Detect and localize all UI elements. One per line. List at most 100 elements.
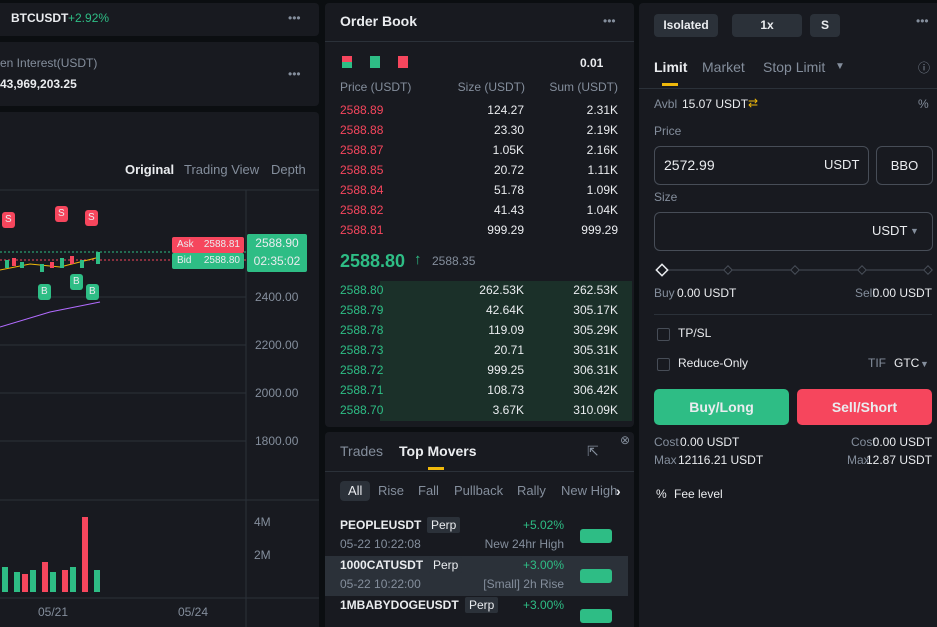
buy-marker: B [86, 284, 99, 300]
mover-badge[interactable] [580, 609, 612, 623]
book-price: 2588.78 [340, 323, 384, 337]
bbo[interactable]: BBO [876, 146, 933, 185]
countdown: 02:35:02 [253, 254, 301, 268]
more[interactable]: ••• [603, 14, 616, 28]
price-input[interactable] [654, 146, 869, 185]
tick-size[interactable]: 0.01 [580, 56, 604, 70]
sell-button[interactable]: Sell/Short [797, 389, 932, 425]
filter[interactable]: Rise [378, 483, 405, 498]
tif-label: TIF [868, 356, 886, 370]
more[interactable]: ••• [288, 11, 301, 25]
sell-marker: S [55, 206, 68, 222]
order-tab[interactable]: Limit [654, 59, 688, 75]
sell-marker: S [85, 210, 98, 226]
book-size: 1.05K [492, 143, 524, 157]
buy-cost: 0.00 USDT [680, 435, 740, 449]
up-arrow: ↑ [414, 251, 422, 268]
chart-panel [0, 112, 319, 627]
dropdown[interactable]: ▼ [910, 226, 919, 236]
book-sum: 2.16K [586, 143, 618, 157]
order-tab[interactable]: Market [702, 59, 745, 75]
view-tab[interactable]: Trading View [184, 162, 260, 177]
book-price: 2588.87 [340, 143, 384, 157]
book-size: 51.78 [493, 183, 524, 197]
symbol[interactable]: BTCUSDT [11, 11, 69, 25]
sell-max: 12.87 USDT [865, 453, 932, 467]
dropdown[interactable]: ▼ [920, 359, 929, 369]
book-sum: 262.53K [573, 283, 618, 297]
filter[interactable]: New High [561, 483, 618, 498]
buy-amount: 0.00 USDT [677, 286, 737, 300]
size-label: Size [654, 190, 678, 204]
order-book-title: Order Book [340, 13, 418, 29]
filter[interactable]: All [340, 481, 371, 501]
size-unit: USDT [872, 223, 908, 238]
book-size: 999.29 [487, 223, 524, 237]
checkbox[interactable] [657, 358, 670, 371]
avbl-label: Avbl [654, 97, 678, 111]
transfer[interactable]: ⇄ [748, 96, 759, 110]
book-size: 119.09 [488, 323, 524, 337]
last-price: 2588.90 [255, 236, 299, 250]
size-input[interactable] [654, 212, 933, 251]
checkbox[interactable] [657, 328, 670, 341]
tif[interactable]: GTC [894, 356, 920, 370]
bid: 2588.80 [203, 255, 240, 266]
view-bids[interactable] [370, 56, 380, 68]
view-both[interactable] [342, 56, 352, 68]
fee-icon: % [656, 487, 667, 501]
book-size: 124.27 [487, 103, 524, 117]
more[interactable]: ••• [288, 67, 301, 81]
ask-tag: Ask 2588.81 [172, 237, 244, 253]
info[interactable]: ⓘ [918, 61, 931, 75]
sell-cost: 0.00 USDT [872, 435, 932, 449]
sell-marker: S [2, 212, 15, 228]
ask-label: Ask [177, 239, 194, 250]
book-sum: 2.31K [586, 103, 618, 117]
asset-mode[interactable]: S [810, 14, 840, 37]
scroll-right[interactable]: › [616, 483, 621, 499]
price-unit: USDT [824, 157, 860, 172]
view-asks[interactable] [398, 56, 408, 68]
filter[interactable]: Fall [418, 483, 439, 498]
book-price: 2588.85 [340, 163, 384, 177]
bid-label: Bid [177, 255, 192, 266]
volume-axis-label: 2M [254, 548, 271, 562]
sell-amount: 0.00 USDT [872, 286, 932, 300]
buy-button[interactable]: Buy/Long [654, 389, 789, 425]
margin-mode[interactable]: Isolated [654, 14, 718, 37]
dropdown[interactable]: ▼ [835, 61, 845, 72]
avbl: 15.07 USDT [682, 97, 749, 111]
order-tab[interactable]: Stop Limit [763, 59, 826, 75]
book-size: 41.43 [493, 203, 524, 217]
book-price: 2588.81 [340, 223, 384, 237]
filter[interactable]: Pullback [454, 483, 504, 498]
oi-label: en Interest(USDT) [0, 56, 98, 70]
tpsl: TP/SL [678, 326, 712, 340]
slider[interactable] [654, 262, 934, 278]
book-price: 2588.73 [340, 343, 384, 357]
book-sum: 999.29 [581, 223, 618, 237]
interest-panel [0, 42, 319, 106]
tab[interactable]: Top Movers [399, 443, 477, 459]
mover-symbol: 1MBABYDOGEUSDT [340, 598, 459, 612]
bid-tag: Bid 2588.80 [172, 253, 244, 269]
view-tab[interactable]: Original [125, 162, 175, 177]
date-label: 05/24 [178, 605, 209, 619]
popout[interactable]: ⇱ [587, 443, 599, 459]
view-tab[interactable]: Depth [271, 162, 306, 177]
column-header: Size (USDT) [457, 80, 525, 94]
tab[interactable]: Trades [340, 443, 384, 459]
more[interactable]: ••• [916, 14, 929, 28]
mover-badge[interactable] [580, 529, 612, 543]
filter[interactable]: Rally [517, 483, 546, 498]
leverage[interactable]: 1x [732, 14, 802, 37]
mover-badge[interactable] [580, 569, 612, 583]
mover-symbol: 1000CATUSDT [340, 558, 424, 572]
chart-canvas [0, 189, 319, 627]
book-sum: 305.17K [573, 303, 618, 317]
calculator[interactable]: % [918, 97, 929, 111]
close[interactable]: ⊗ [620, 433, 631, 447]
fee-level[interactable]: Fee level [674, 487, 723, 501]
